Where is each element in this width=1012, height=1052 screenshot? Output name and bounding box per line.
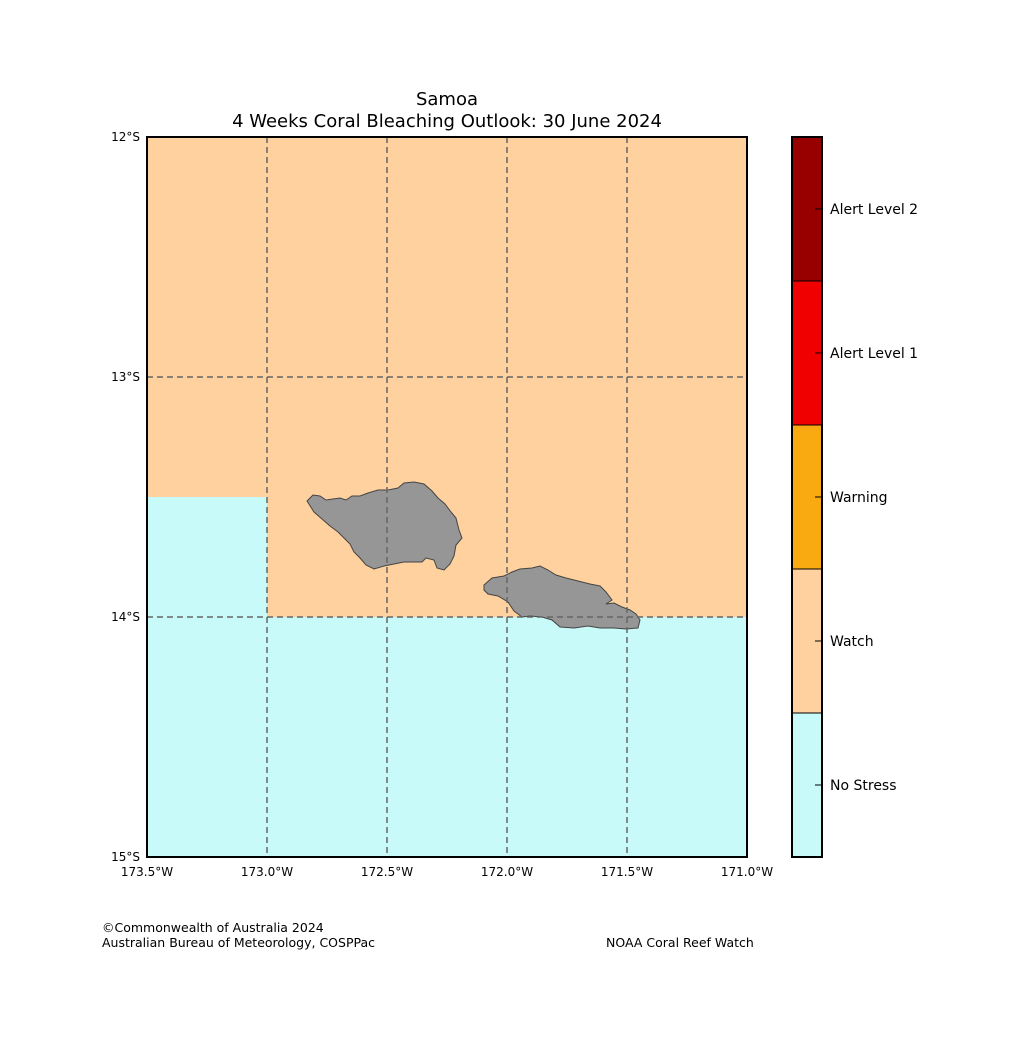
legend-label-alert-level-2: Alert Level 2 <box>830 202 918 218</box>
map-border <box>146 136 748 858</box>
lat-tick-label: 15°S <box>111 850 140 864</box>
legend-label-watch: Watch <box>830 634 874 650</box>
outlook-cells <box>147 137 747 857</box>
lat-tick-label: 14°S <box>111 610 140 624</box>
lon-tick-label: 171.5°W <box>601 865 653 879</box>
legend-label-warning: Warning <box>830 490 888 506</box>
island-savaii <box>306 481 463 571</box>
lon-tick-label: 173.5°W <box>121 865 173 879</box>
lon-tick-label: 172.0°W <box>481 865 533 879</box>
lon-tick-label: 173.0°W <box>241 865 293 879</box>
gridlines <box>147 137 747 857</box>
colorbar-border <box>791 136 823 858</box>
legend-label-alert-level-1: Alert Level 1 <box>830 346 918 362</box>
copyright-line: ©Commonwealth of Australia 2024 <box>102 920 324 935</box>
legend-label-no-stress: No Stress <box>830 778 897 794</box>
map-title-outlook: 4 Weeks Coral Bleaching Outlook: 30 June… <box>232 111 662 132</box>
legend-colorbar: Alert Level 2 Alert Level 1 Warning Watch No… <box>791 136 918 858</box>
latitude-axis: 12°S 13°S 14°S 15°S <box>111 130 140 864</box>
data-source-credit: NOAA Coral Reef Watch <box>606 935 754 950</box>
island-upolu <box>483 565 641 630</box>
map-title-region: Samoa <box>416 89 478 110</box>
lon-tick-label: 171.0°W <box>721 865 773 879</box>
copyright-credit: ©Commonwealth of Australia 2024 Australi… <box>102 920 375 950</box>
agency-line: Australian Bureau of Meteorology, COSPPa… <box>102 935 375 950</box>
outlook-cell-no-stress <box>147 617 747 857</box>
longitude-axis: 173.5°W 173.0°W 172.5°W 172.0°W 171.5°W 171.0… <box>121 865 773 879</box>
lat-tick-label: 12°S <box>111 130 140 144</box>
map-panel: 12°S13°S14°S15°S 173.5°W 173.0°W 172.5°W 17… <box>111 130 773 879</box>
lat-tick-label: 13°S <box>111 370 140 384</box>
islands-layer <box>306 481 641 630</box>
outlook-cell-no-stress <box>147 497 267 617</box>
lon-tick-label: 172.5°W <box>361 865 413 879</box>
